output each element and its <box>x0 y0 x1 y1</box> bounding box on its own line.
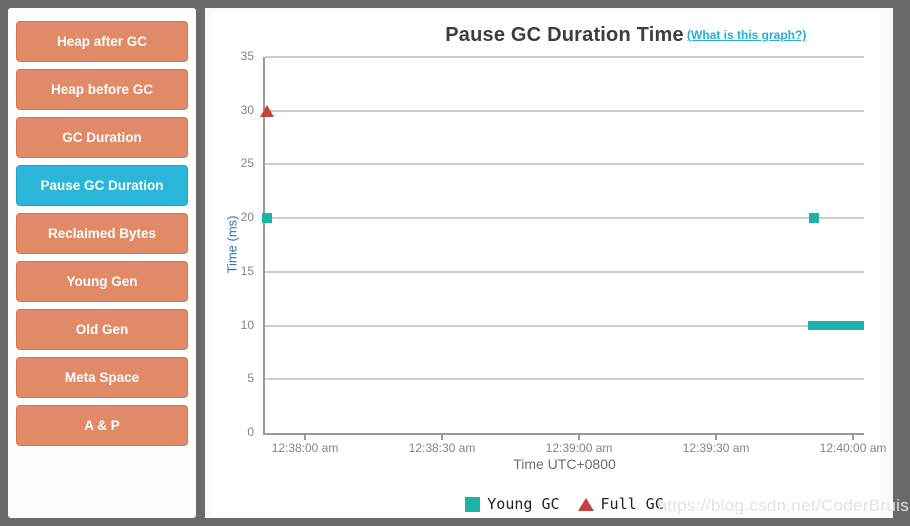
main-panel <box>205 8 893 518</box>
sidebar-item-old-gen[interactable]: Old Gen <box>16 309 188 350</box>
chart-card <box>213 14 880 516</box>
sidebar-item-heap-after-gc[interactable]: Heap after GC <box>16 21 188 62</box>
help-link[interactable]: (What is this graph?) <box>687 28 807 42</box>
sidebar-item-reclaimed-bytes[interactable]: Reclaimed Bytes <box>16 213 188 254</box>
sidebar-item-heap-before-gc[interactable]: Heap before GC <box>16 69 188 110</box>
sidebar-item-young-gen[interactable]: Young Gen <box>16 261 188 302</box>
sidebar-item-pause-gc-duration[interactable]: Pause GC Duration <box>16 165 188 206</box>
sidebar-item-meta-space[interactable]: Meta Space <box>16 357 188 398</box>
sidebar-item-gc-duration[interactable]: GC Duration <box>16 117 188 158</box>
watermark-text: https://blog.csdn.net/CoderBruis <box>657 496 909 515</box>
sidebar-item-a-p[interactable]: A & P <box>16 405 188 446</box>
sidebar: Heap after GC Heap before GC GC Duration Pa… <box>8 8 196 518</box>
